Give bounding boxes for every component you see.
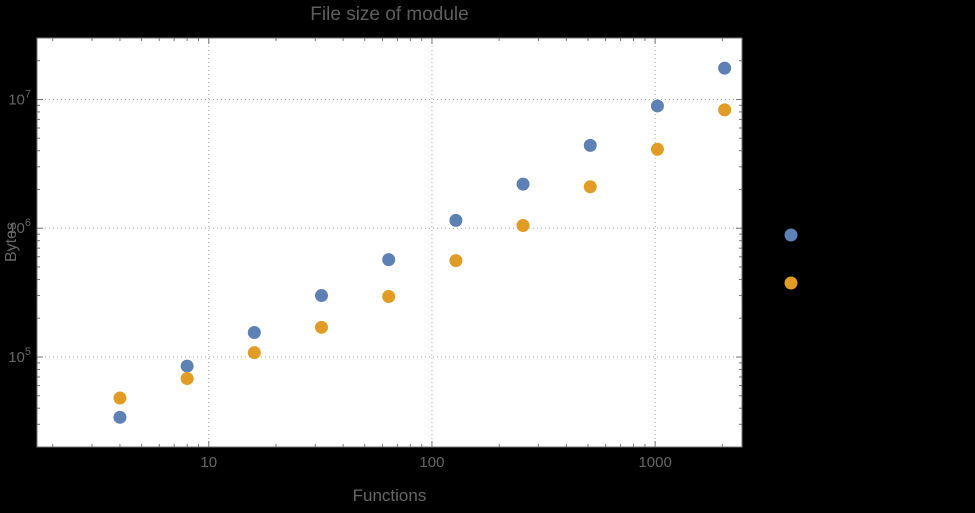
- data-point-series-blue: [315, 289, 329, 303]
- x-tick-label: 100: [419, 454, 444, 471]
- x-tick-label: 10: [200, 454, 217, 471]
- data-point-series-orange: [650, 142, 664, 156]
- data-point-series-blue: [247, 325, 261, 339]
- y-tick-label: 106: [8, 217, 31, 237]
- plot-frame: [36, 37, 743, 448]
- data-point-series-blue: [583, 138, 597, 152]
- data-point-series-blue: [382, 253, 396, 267]
- data-point-series-blue: [180, 359, 194, 373]
- data-point-series-orange: [382, 289, 396, 303]
- data-point-series-blue: [113, 410, 127, 424]
- y-tick-label: 107: [8, 88, 31, 108]
- data-point-series-blue: [516, 177, 530, 191]
- x-axis-label: Functions: [352, 486, 427, 505]
- data-point-series-orange: [583, 180, 597, 194]
- legend-marker-series-orange: [784, 276, 798, 290]
- x-tick-label: 1000: [638, 454, 671, 471]
- data-point-series-blue: [718, 61, 732, 75]
- data-point-series-orange: [718, 103, 732, 117]
- data-point-series-orange: [315, 320, 329, 334]
- data-point-series-blue: [449, 213, 463, 227]
- data-point-series-orange: [247, 346, 261, 360]
- plot-area: [37, 38, 742, 447]
- data-point-series-orange: [113, 391, 127, 405]
- data-point-series-orange: [516, 218, 530, 232]
- data-point-series-orange: [449, 254, 463, 268]
- chart-title: File size of module: [310, 4, 469, 25]
- data-point-series-orange: [180, 372, 194, 386]
- data-point-series-blue: [650, 99, 664, 113]
- y-axis-label: Bytes: [3, 221, 20, 263]
- y-tick-label: 105: [8, 346, 31, 366]
- legend-marker-series-blue: [784, 228, 798, 242]
